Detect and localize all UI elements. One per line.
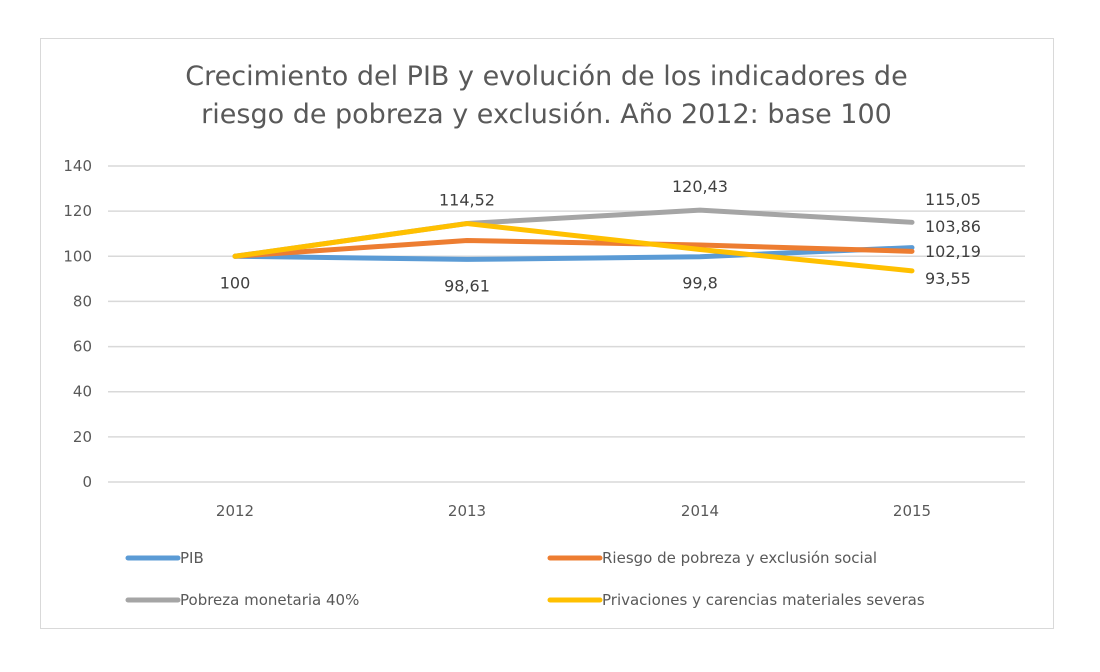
y-tick-label: 100 [63,247,92,265]
data-label: 100 [220,273,251,292]
data-label: 115,05 [925,190,981,209]
y-tick-label: 120 [63,202,92,220]
data-label: 102,19 [925,242,981,261]
x-tick-label: 2013 [448,502,486,520]
legend-label: Privaciones y carencias materiales sever… [602,591,925,609]
chart-title: Crecimiento del PIB y evolución de los i… [40,58,1053,134]
series-line-1 [232,237,915,259]
legend-label: PIB [180,549,204,567]
y-tick-label: 60 [73,338,92,356]
legend-label: Riesgo de pobreza y exclusión social [602,549,877,567]
data-label: 93,55 [925,269,971,288]
data-label: 103,86 [925,217,981,236]
data-label: 120,43 [672,177,728,196]
data-label: 98,61 [444,276,490,295]
data-label: 99,8 [682,274,718,293]
y-tick-label: 20 [73,428,92,446]
x-tick-label: 2012 [216,502,254,520]
y-tick-label: 80 [73,292,92,310]
legend-label: Pobreza monetaria 40% [180,591,359,609]
series-line-0 [232,245,915,262]
chart-area [40,38,1054,629]
y-tick-label: 140 [63,157,92,175]
y-tick-label: 40 [73,383,92,401]
y-tick-label: 0 [82,473,92,491]
chart-title-line-1: Crecimiento del PIB y evolución de los i… [185,61,908,92]
data-label: 114,52 [439,191,495,210]
series-line-3 [232,221,915,274]
x-tick-label: 2014 [681,502,719,520]
x-tick-label: 2015 [893,502,931,520]
chart-title-line-2: riesgo de pobreza y exclusión. Año 2012:… [201,99,892,130]
